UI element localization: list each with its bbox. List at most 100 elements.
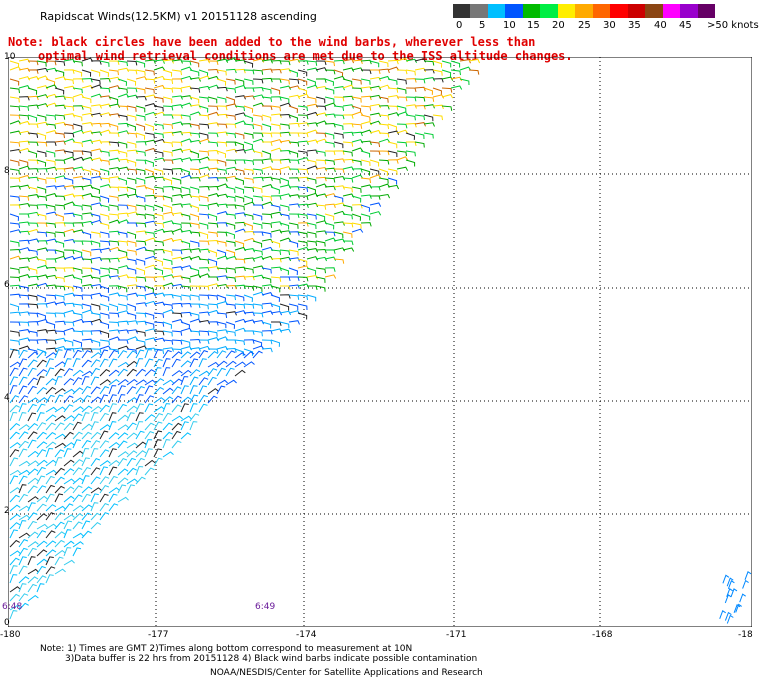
wind-barb <box>207 361 219 368</box>
wind-barb <box>144 369 156 377</box>
wind-barb <box>153 276 165 281</box>
wind-barb <box>342 240 354 246</box>
wind-barb <box>198 258 210 264</box>
wind-barb <box>54 512 65 521</box>
wind-barb <box>18 329 31 334</box>
wind-barb <box>198 96 209 103</box>
wind-barb <box>414 86 426 92</box>
wind-barb <box>135 441 147 449</box>
wind-barb <box>81 412 90 422</box>
wind-barb <box>36 523 48 530</box>
wind-barb <box>117 256 130 261</box>
wind-barb <box>144 337 157 342</box>
wind-barb <box>144 213 155 220</box>
wind-barb <box>162 431 173 440</box>
wind-barb <box>180 114 191 121</box>
wind-barb <box>198 105 209 113</box>
wind-barb <box>90 139 103 145</box>
wind-barb <box>36 530 47 539</box>
wind-barb <box>90 502 99 512</box>
wind-barb <box>261 87 272 94</box>
wind-barb <box>162 387 174 395</box>
wind-barb <box>351 139 364 144</box>
wind-barb <box>27 249 38 256</box>
wind-barb <box>99 386 110 395</box>
wind-barb <box>243 95 255 100</box>
wind-barb <box>36 141 48 147</box>
wind-barb <box>243 201 256 206</box>
wind-barb <box>724 594 732 604</box>
wind-barb <box>288 94 301 100</box>
wind-barb <box>135 87 146 94</box>
wind-barb <box>54 312 66 318</box>
wind-barb <box>18 140 30 145</box>
wind-barb <box>63 431 74 440</box>
wind-barb <box>9 248 21 254</box>
wind-barb <box>135 132 146 140</box>
wind-barb <box>369 150 381 156</box>
wind-barb <box>81 370 93 377</box>
wind-barb <box>36 195 48 201</box>
wind-barb <box>261 284 273 289</box>
wind-barb <box>54 415 66 422</box>
wind-barb <box>279 256 292 262</box>
wind-barb <box>279 123 290 130</box>
wind-barb <box>54 539 65 548</box>
wind-barb <box>360 114 371 122</box>
wind-barb <box>72 349 82 359</box>
wind-barb <box>90 521 102 530</box>
wind-barb <box>108 329 120 334</box>
wind-barb <box>72 276 83 284</box>
wind-barb <box>72 431 83 440</box>
wind-barb <box>225 186 236 194</box>
wind-barb <box>253 231 264 237</box>
wind-barb <box>198 132 209 139</box>
wind-barb <box>369 186 381 191</box>
wind-barb <box>207 294 219 301</box>
wind-barb <box>9 267 20 274</box>
wind-barb <box>9 185 21 190</box>
wind-barb <box>162 258 173 266</box>
wind-barb <box>207 60 219 66</box>
y-tick-label: 0 <box>4 618 10 628</box>
wind-barb <box>288 257 300 262</box>
wind-barb <box>216 350 227 359</box>
wind-barb <box>252 255 265 261</box>
wind-barb <box>189 60 200 68</box>
wind-barb <box>225 231 236 239</box>
wind-barb <box>315 193 328 198</box>
wind-barb <box>234 266 246 272</box>
wind-barb <box>18 367 28 377</box>
wind-barb <box>396 69 408 75</box>
wind-barb <box>36 431 47 440</box>
legend-label: 25 <box>578 20 591 31</box>
wind-barb <box>54 476 65 485</box>
wind-barb <box>81 139 94 144</box>
wind-barb <box>108 176 120 181</box>
wind-barb <box>127 222 138 227</box>
wind-barb <box>63 249 75 255</box>
wind-barb <box>9 168 20 175</box>
wind-barb <box>63 327 76 332</box>
wind-barb <box>279 85 292 90</box>
wind-barb <box>117 249 128 257</box>
wind-barb <box>27 520 37 530</box>
wind-barb <box>288 267 299 276</box>
wind-barb <box>306 67 319 72</box>
wind-barb <box>324 177 336 183</box>
legend-swatch <box>522 4 541 18</box>
wind-barb <box>81 486 93 494</box>
wind-barb <box>63 529 72 539</box>
wind-barb <box>126 267 137 275</box>
wind-barb <box>405 114 416 121</box>
wind-barb <box>108 149 120 155</box>
wind-barb <box>36 466 46 476</box>
wind-barb <box>450 69 461 76</box>
wind-barb <box>369 174 382 179</box>
wind-barb <box>126 105 137 112</box>
wind-barb <box>81 405 93 413</box>
wind-barb <box>369 60 380 68</box>
wind-barb <box>378 60 389 68</box>
wind-barb <box>333 75 346 81</box>
wind-barb <box>234 68 246 74</box>
